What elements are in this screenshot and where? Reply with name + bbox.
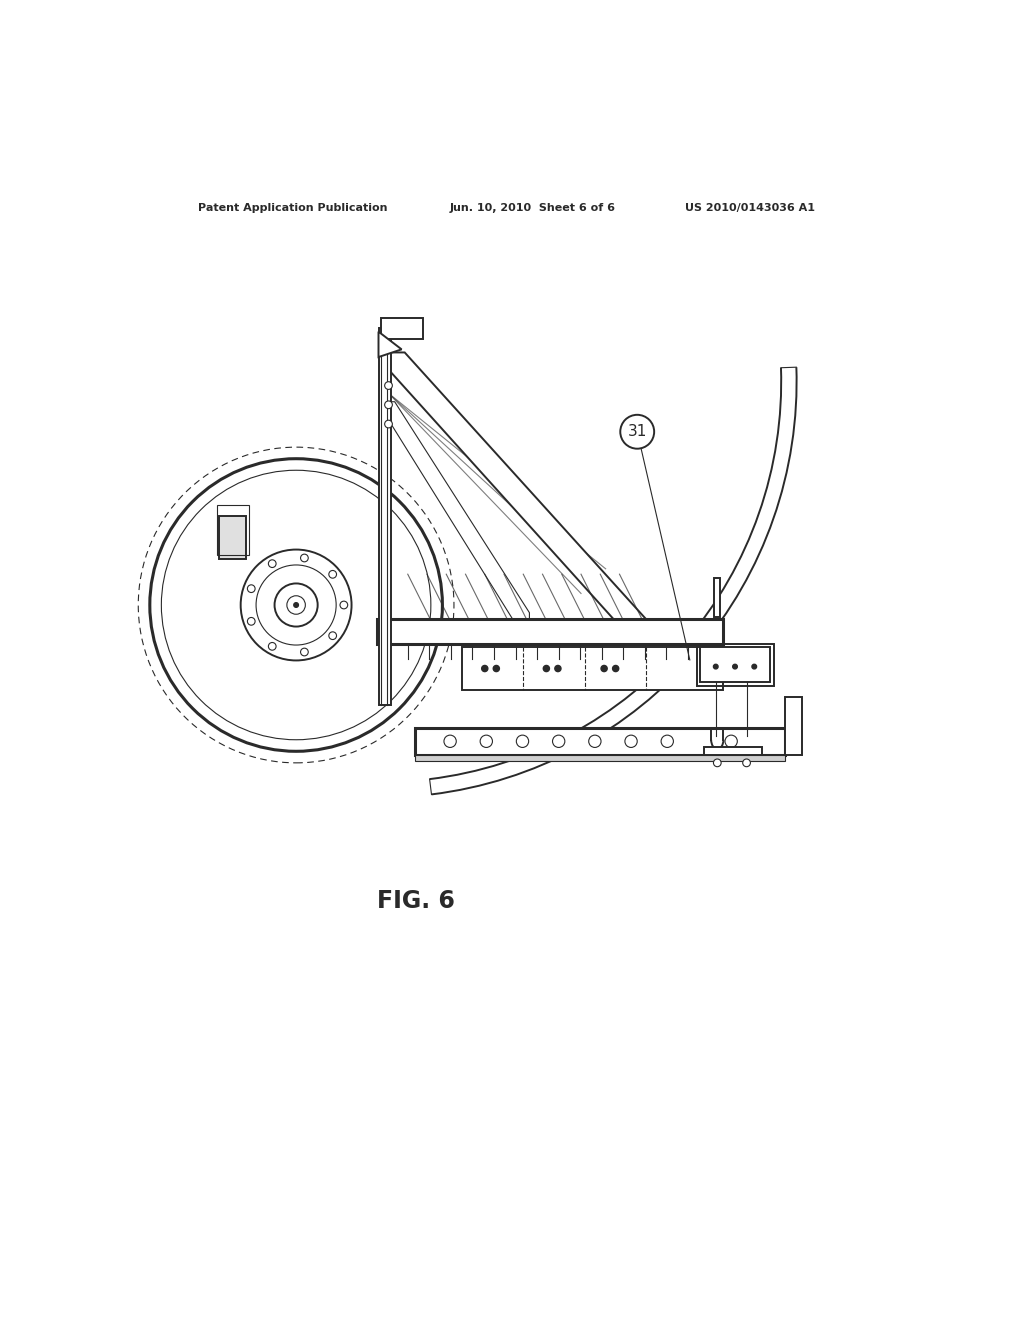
Circle shape [621,414,654,449]
Polygon shape [379,331,401,358]
Circle shape [589,735,601,747]
Bar [462,647,724,689]
Bar [416,729,785,755]
Bar [416,755,785,762]
Circle shape [385,401,392,409]
Bar [785,697,802,755]
Circle shape [248,585,255,593]
Circle shape [274,583,317,627]
Bar [697,644,774,686]
Circle shape [268,560,276,568]
Circle shape [544,665,550,672]
Bar [217,506,249,554]
Text: US 2010/0143036 A1: US 2010/0143036 A1 [685,203,815,214]
Circle shape [385,420,392,428]
Text: 31: 31 [628,424,647,440]
Circle shape [287,595,305,614]
Circle shape [329,632,337,639]
Circle shape [481,665,487,672]
Circle shape [301,554,308,562]
Bar [379,327,391,705]
Circle shape [662,735,674,747]
Text: Patent Application Publication: Patent Application Publication [199,203,388,214]
Circle shape [516,735,528,747]
Circle shape [329,570,337,578]
Circle shape [553,735,565,747]
Circle shape [444,735,457,747]
Text: Jun. 10, 2010  Sheet 6 of 6: Jun. 10, 2010 Sheet 6 of 6 [451,203,616,214]
Circle shape [480,735,493,747]
Bar [714,578,720,616]
Bar [377,619,724,644]
Circle shape [555,665,561,672]
Circle shape [301,648,308,656]
Circle shape [268,643,276,651]
Text: FIG. 6: FIG. 6 [377,890,455,913]
Circle shape [385,381,392,389]
Circle shape [241,549,351,660]
Circle shape [248,618,255,626]
Circle shape [714,664,718,669]
Circle shape [150,459,442,751]
Circle shape [294,603,298,607]
Circle shape [625,735,637,747]
Circle shape [725,735,737,747]
Polygon shape [387,352,654,635]
Polygon shape [384,401,529,619]
Circle shape [733,664,737,669]
Circle shape [742,759,751,767]
Circle shape [612,665,618,672]
Circle shape [340,601,348,609]
Circle shape [494,665,500,672]
Bar [705,747,762,755]
Circle shape [601,665,607,672]
Bar [381,318,423,339]
Bar [219,516,246,558]
Circle shape [752,664,757,669]
Circle shape [714,759,721,767]
Bar [700,647,770,682]
